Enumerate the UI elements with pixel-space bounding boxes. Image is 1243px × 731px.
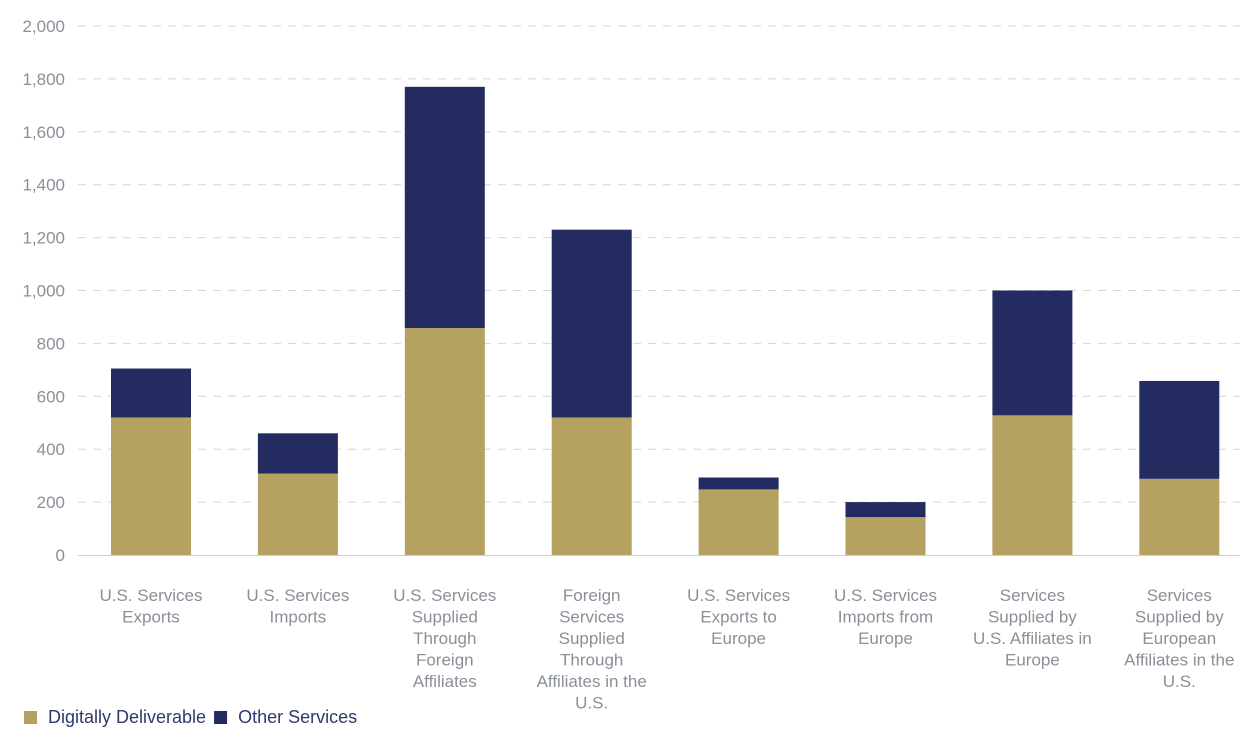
y-tick-label: 0 <box>56 546 65 565</box>
x-category-label: U.S. Services Exports <box>100 586 203 627</box>
bar-digitally-deliverable-0 <box>111 417 191 555</box>
bar-other-services-2 <box>404 86 485 329</box>
x-category-label-line: U.S. Affiliates in <box>973 629 1092 648</box>
bar-digitally-deliverable-6 <box>992 415 1073 555</box>
x-category-label-line: European <box>1142 629 1216 648</box>
y-tick-label: 600 <box>37 387 65 406</box>
y-tick-label: 1,800 <box>22 70 65 89</box>
x-category-label: U.S. Services Exports to Europe <box>687 586 790 648</box>
x-category-label-line: Through <box>560 651 623 670</box>
legend-label: Other Services <box>238 707 357 727</box>
x-category-label-line: Supplied <box>559 629 625 648</box>
bar-other-services-5 <box>845 502 926 518</box>
bar-digitally-deliverable-7 <box>1139 478 1220 555</box>
x-category-label-line: U.S. Services <box>100 586 203 605</box>
bar-digitally-deliverable-1 <box>257 473 338 555</box>
y-axis-ticks: 0 200 400 600 800 1,000 1,200 1,400 1,600 1,800 2,… <box>22 17 65 565</box>
x-category-label: Services Supplied by U.S. Affiliates in Eur… <box>973 586 1092 670</box>
bar-digitally-deliverable-2 <box>404 328 485 555</box>
x-category-label-line: Through <box>413 629 476 648</box>
x-category-label-line: U.S. Services <box>834 586 937 605</box>
y-tick-label: 800 <box>37 334 65 353</box>
x-category-label: U.S. Services Supplied Through Foreign Affil… <box>393 586 496 691</box>
x-category-label-line: Supplied by <box>1135 608 1224 627</box>
y-tick-label: 1,000 <box>22 282 65 301</box>
x-category-label: U.S. Services Imports <box>246 586 349 627</box>
x-category-label-line: Europe <box>711 629 766 648</box>
y-tick-label: 400 <box>37 440 65 459</box>
bar-other-services-3 <box>551 229 632 418</box>
x-axis-category-labels: U.S. Services Exports U.S. Services Imports… <box>100 586 1235 713</box>
x-category-label-line: Exports to <box>700 608 777 627</box>
y-tick-label: 1,400 <box>22 176 65 195</box>
y-tick-label: 2,000 <box>22 17 65 36</box>
x-category-label-line: Services <box>1000 586 1065 605</box>
x-category-label: Foreign Services Supplied Through Affiliates… <box>537 586 647 713</box>
x-category-label: Services Supplied by European Affiliates in… <box>1124 586 1234 691</box>
x-category-label-line: Affiliates in the <box>1124 651 1234 670</box>
x-category-label-line: Europe <box>858 629 913 648</box>
bar-digitally-deliverable-4 <box>698 489 779 555</box>
x-category-label-line: Foreign <box>416 651 474 670</box>
x-category-label-line: Imports <box>270 608 327 627</box>
bars <box>111 86 1220 555</box>
x-category-label-line: U.S. Services <box>393 586 496 605</box>
x-category-label-line: Supplied by <box>988 608 1077 627</box>
x-category-label-line: U.S. Services <box>246 586 349 605</box>
bar-other-services-6 <box>992 290 1073 416</box>
x-category-label-line: U.S. <box>575 694 608 713</box>
legend-swatch <box>24 711 37 724</box>
x-category-label-line: U.S. Services <box>687 586 790 605</box>
x-category-label-line: Affiliates in the <box>537 672 647 691</box>
x-category-label-line: U.S. <box>1163 672 1196 691</box>
legend-label: Digitally Deliverable <box>48 707 206 727</box>
x-category-label-line: Services <box>559 608 624 627</box>
bar-other-services-0 <box>111 368 191 418</box>
legend: Digitally Deliverable Other Services <box>24 707 357 727</box>
x-category-label: U.S. Services Imports from Europe <box>834 586 937 648</box>
y-tick-label: 1,600 <box>22 123 65 142</box>
x-category-label-line: Exports <box>122 608 180 627</box>
x-category-label-line: Affiliates <box>413 672 477 691</box>
bar-digitally-deliverable-3 <box>551 417 632 555</box>
y-tick-label: 1,200 <box>22 229 65 248</box>
bar-other-services-7 <box>1139 380 1220 479</box>
bar-other-services-1 <box>257 433 338 474</box>
legend-swatch <box>214 711 228 724</box>
bar-other-services-4 <box>698 477 779 490</box>
x-category-label-line: Foreign <box>563 586 621 605</box>
bar-digitally-deliverable-5 <box>845 517 926 555</box>
x-category-label-line: Services <box>1147 586 1212 605</box>
x-category-label-line: Imports from <box>838 608 933 627</box>
y-tick-label: 200 <box>37 493 65 512</box>
x-category-label-line: Supplied <box>412 608 478 627</box>
x-category-label-line: Europe <box>1005 651 1060 670</box>
